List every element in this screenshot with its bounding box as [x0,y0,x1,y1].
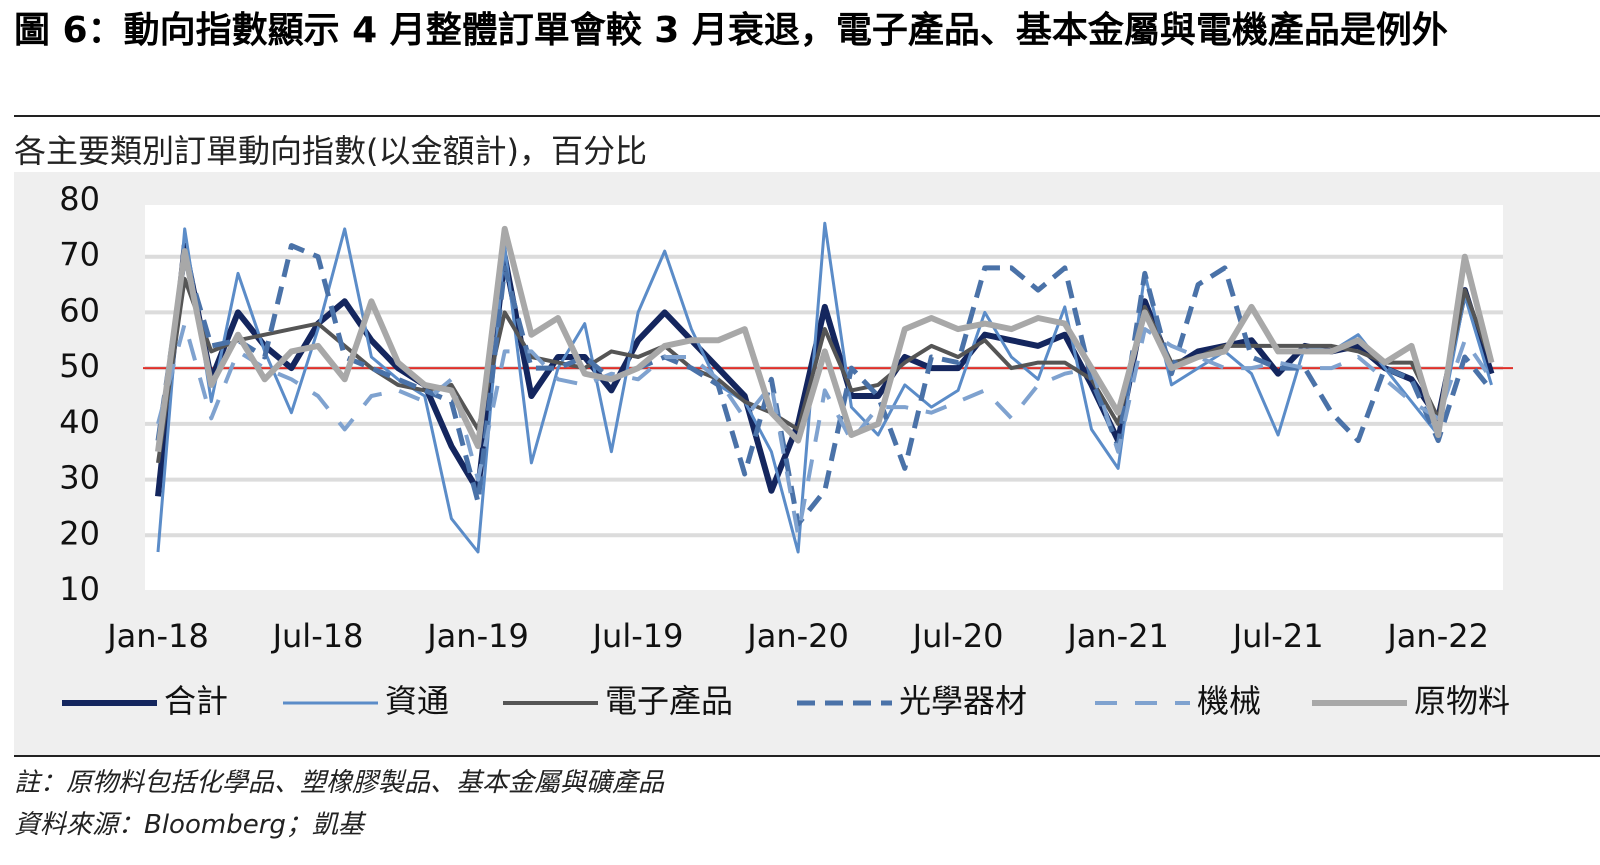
y-tick-label: 10 [59,570,100,608]
footnote: 註：原物料包括化學品、塑橡膠製品、基本金屬與礦產品 [14,768,665,798]
legend-label: 機械 [1197,682,1261,720]
x-tick-label: Jan-19 [425,617,529,655]
source-note: 資料來源：Bloomberg；凱基 [14,810,364,840]
y-tick-label: 40 [59,403,100,441]
x-tick-label: Jan-18 [105,617,209,655]
x-tick-label: Jul-19 [591,617,684,655]
y-tick-label: 70 [59,236,100,274]
legend-label: 原物料 [1414,682,1510,720]
y-tick-label: 60 [59,291,100,329]
x-tick-label: Jan-20 [745,617,849,655]
x-tick-label: Jul-18 [271,617,364,655]
divider [14,115,1600,117]
legend-label: 資通 [385,682,449,720]
chart-subtitle: 各主要類別訂單動向指數(以金額計)，百分比 [14,132,647,170]
chart-title: 圖 6：動向指數顯示 4 月整體訂單會較 3 月衰退，電子產品、基本金屬與電機產… [14,10,1448,51]
y-tick-label: 20 [59,514,100,552]
x-tick-label: Jul-20 [911,617,1004,655]
series-line [156,221,1493,554]
x-tick-label: Jan-21 [1065,617,1169,655]
series-line [155,243,1494,527]
series-line [155,225,1495,453]
legend-label: 光學器材 [899,682,1027,720]
y-tick-label: 30 [59,459,100,497]
x-tick-label: Jul-21 [1231,617,1324,655]
divider [14,755,1600,757]
x-tick-label: Jan-22 [1385,617,1489,655]
legend-label: 電子產品 [605,682,733,720]
y-tick-label: 50 [59,347,100,385]
y-tick-label: 80 [59,180,100,218]
series-line [156,321,1494,538]
legend-label: 合計 [164,682,228,720]
